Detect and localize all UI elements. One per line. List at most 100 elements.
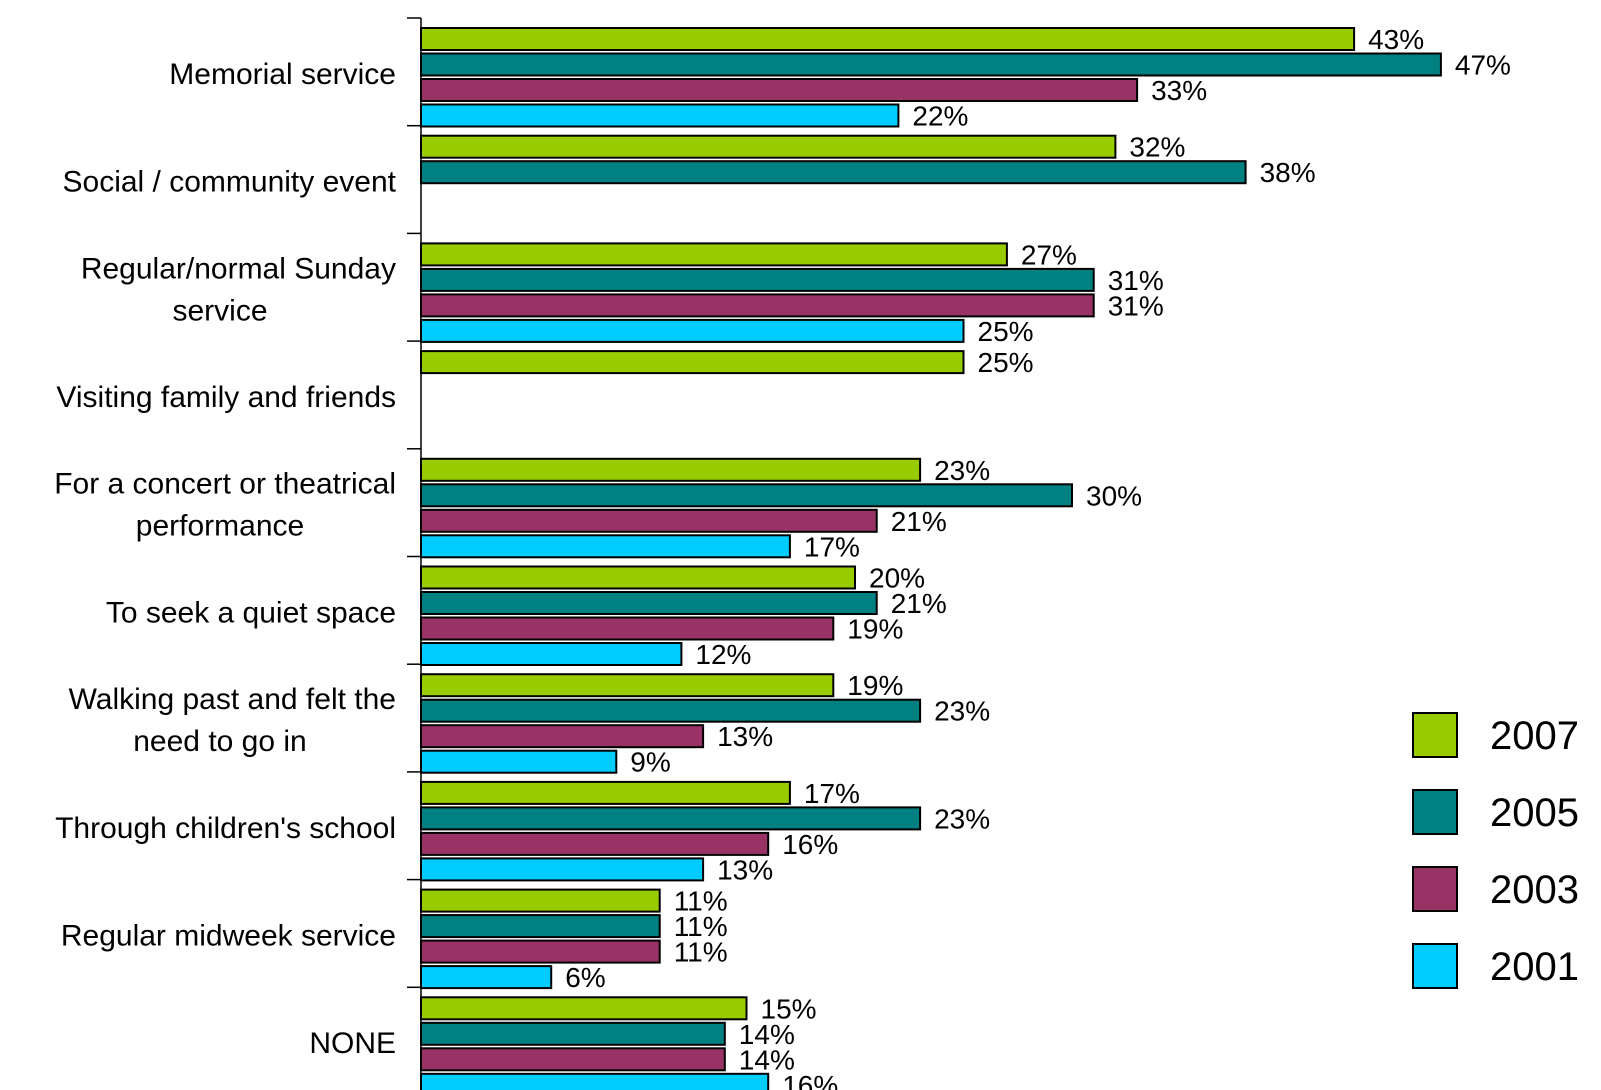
bar [420,242,1008,267]
bar [420,673,835,698]
legend-swatch [1412,943,1458,989]
category-label: Walking past and felt the need to go in [69,683,396,758]
value-label: 21% [891,506,947,537]
value-label: 22% [912,101,968,132]
category-label-line: Regular/normal Sunday [81,252,396,285]
value-label: 15% [761,993,817,1024]
category-label-line: Memorial service [169,58,396,91]
bar [420,939,661,964]
bar [420,698,922,723]
bar [420,831,770,856]
value-label: 23% [934,455,990,486]
bar [420,888,661,913]
legend-swatch [1412,712,1458,758]
value-label: 14% [739,1044,795,1075]
value-label: 17% [804,531,860,562]
value-label: 32% [1129,132,1185,163]
legend-label: 2003 [1490,868,1579,912]
axis [407,17,422,1090]
value-label: 21% [891,588,947,619]
legend-label: 2005 [1490,791,1579,835]
value-label: 11% [674,937,728,968]
value-label: 16% [782,829,838,860]
category-label: Social / community event [63,166,397,199]
category-label-line: To seek a quiet space [106,596,396,629]
value-label: 23% [934,803,990,834]
value-label: 31% [1108,290,1164,321]
bar [420,52,1442,77]
value-label: 33% [1151,75,1207,106]
category-label: Regular/normal Sunday service [81,252,396,327]
bar [420,914,661,939]
bar [420,483,1073,508]
bar [420,1047,726,1072]
bar [420,457,922,482]
bar [420,267,1095,292]
bar [420,857,705,882]
bar [420,293,1095,318]
category-label: Memorial service [169,58,396,91]
legend-swatch [1412,866,1458,912]
bar [420,724,705,749]
bar [420,534,791,559]
bar [420,318,965,343]
value-label: 9% [630,747,670,778]
bar [420,996,748,1021]
value-label: 12% [695,639,751,670]
value-label: 13% [717,721,773,752]
bar [420,508,878,533]
value-label: 11% [674,886,728,917]
bar [420,1072,770,1090]
category-label-line: Walking past and felt the [69,683,396,716]
bar [420,103,900,128]
category-label-line: Through children's school [55,812,396,845]
value-labels: 43% 47% 33% 22% 32% 38% 27% 31%31% 25%25% 23% 30% 2… [565,24,1511,1090]
value-label: 13% [717,854,773,885]
value-label: 38% [1260,157,1316,188]
value-label: 19% [847,614,903,645]
value-label: 25% [978,347,1034,378]
value-label: 23% [934,696,990,727]
value-label: 30% [1086,480,1142,511]
value-label: 43% [1368,24,1424,55]
value-label: 25% [978,316,1034,347]
bars [420,27,1442,1090]
bar [420,1021,726,1046]
bar [420,160,1247,185]
category-label-line: Social / community event [63,166,397,199]
bar [420,780,791,805]
category-label: Through children's school [55,812,396,845]
category-label-line: For a concert or theatrical [54,468,396,501]
category-label: For a concert or theatrical performance [54,468,396,543]
bar [420,965,553,990]
value-label: 14% [739,1019,795,1050]
category-label: Regular midweek service [61,919,396,952]
legend: 2007 2005 2003 2001 [1412,712,1579,989]
category-label: Visiting family and friends [56,381,396,414]
category-labels: Memorial service Social / community event… [54,58,396,1060]
bar [420,78,1139,102]
category-label-line: Regular midweek service [61,919,396,952]
value-label: 47% [1455,50,1511,81]
category-label-line: performance [136,510,304,543]
bar [420,642,683,666]
legend-label: 2001 [1490,945,1579,989]
bar [420,134,1117,159]
legend-label: 2007 [1490,714,1579,758]
bar [420,565,856,590]
value-label: 20% [869,563,925,594]
legend-swatch [1412,789,1458,835]
value-label: 11% [674,911,728,942]
bar [420,27,1356,51]
category-label-line: need to go in [133,725,306,758]
value-label: 6% [565,962,605,993]
bar [420,616,835,641]
category-label: NONE [309,1027,396,1060]
value-label: 16% [782,1070,838,1090]
bar [420,749,618,774]
category-label-line: service [172,294,267,327]
bar [420,350,965,375]
bar [420,806,922,831]
category-label-line: NONE [309,1027,396,1060]
